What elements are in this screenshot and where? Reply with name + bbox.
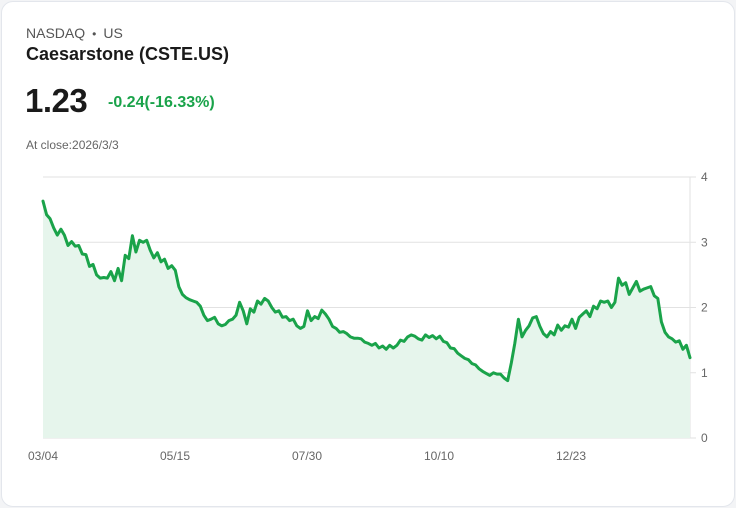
price-line — [41, 199, 692, 383]
y-tick-label: 3 — [701, 235, 708, 249]
x-tick-label: 05/15 — [160, 449, 190, 463]
y-axis: 0 1 2 3 4 — [701, 170, 708, 445]
x-tick-label: 12/23 — [556, 449, 586, 463]
price-area-fill — [43, 201, 690, 438]
x-tick-label: 07/30 — [292, 449, 322, 463]
y-tick-label: 0 — [701, 431, 708, 445]
y-tick-label: 1 — [701, 366, 708, 380]
y-tick-label: 2 — [701, 301, 708, 315]
x-tick-label: 10/10 — [424, 449, 454, 463]
separator-dot: • — [92, 27, 97, 41]
x-axis: 03/04 05/15 07/30 10/10 12/23 — [28, 449, 586, 463]
close-date: At close:2026/3/3 — [26, 138, 119, 152]
current-price: 1.23 — [25, 82, 88, 119]
price-change: -0.24(-16.33%) — [108, 94, 215, 111]
region-label: US — [103, 25, 123, 41]
exchange-name: NASDAQ — [26, 25, 86, 41]
y-tick-label: 4 — [701, 170, 708, 184]
exchange-line: NASDAQ • US — [26, 25, 123, 41]
stock-title: Caesarstone (CSTE.US) — [26, 44, 230, 64]
x-tick-label: 03/04 — [28, 449, 58, 463]
